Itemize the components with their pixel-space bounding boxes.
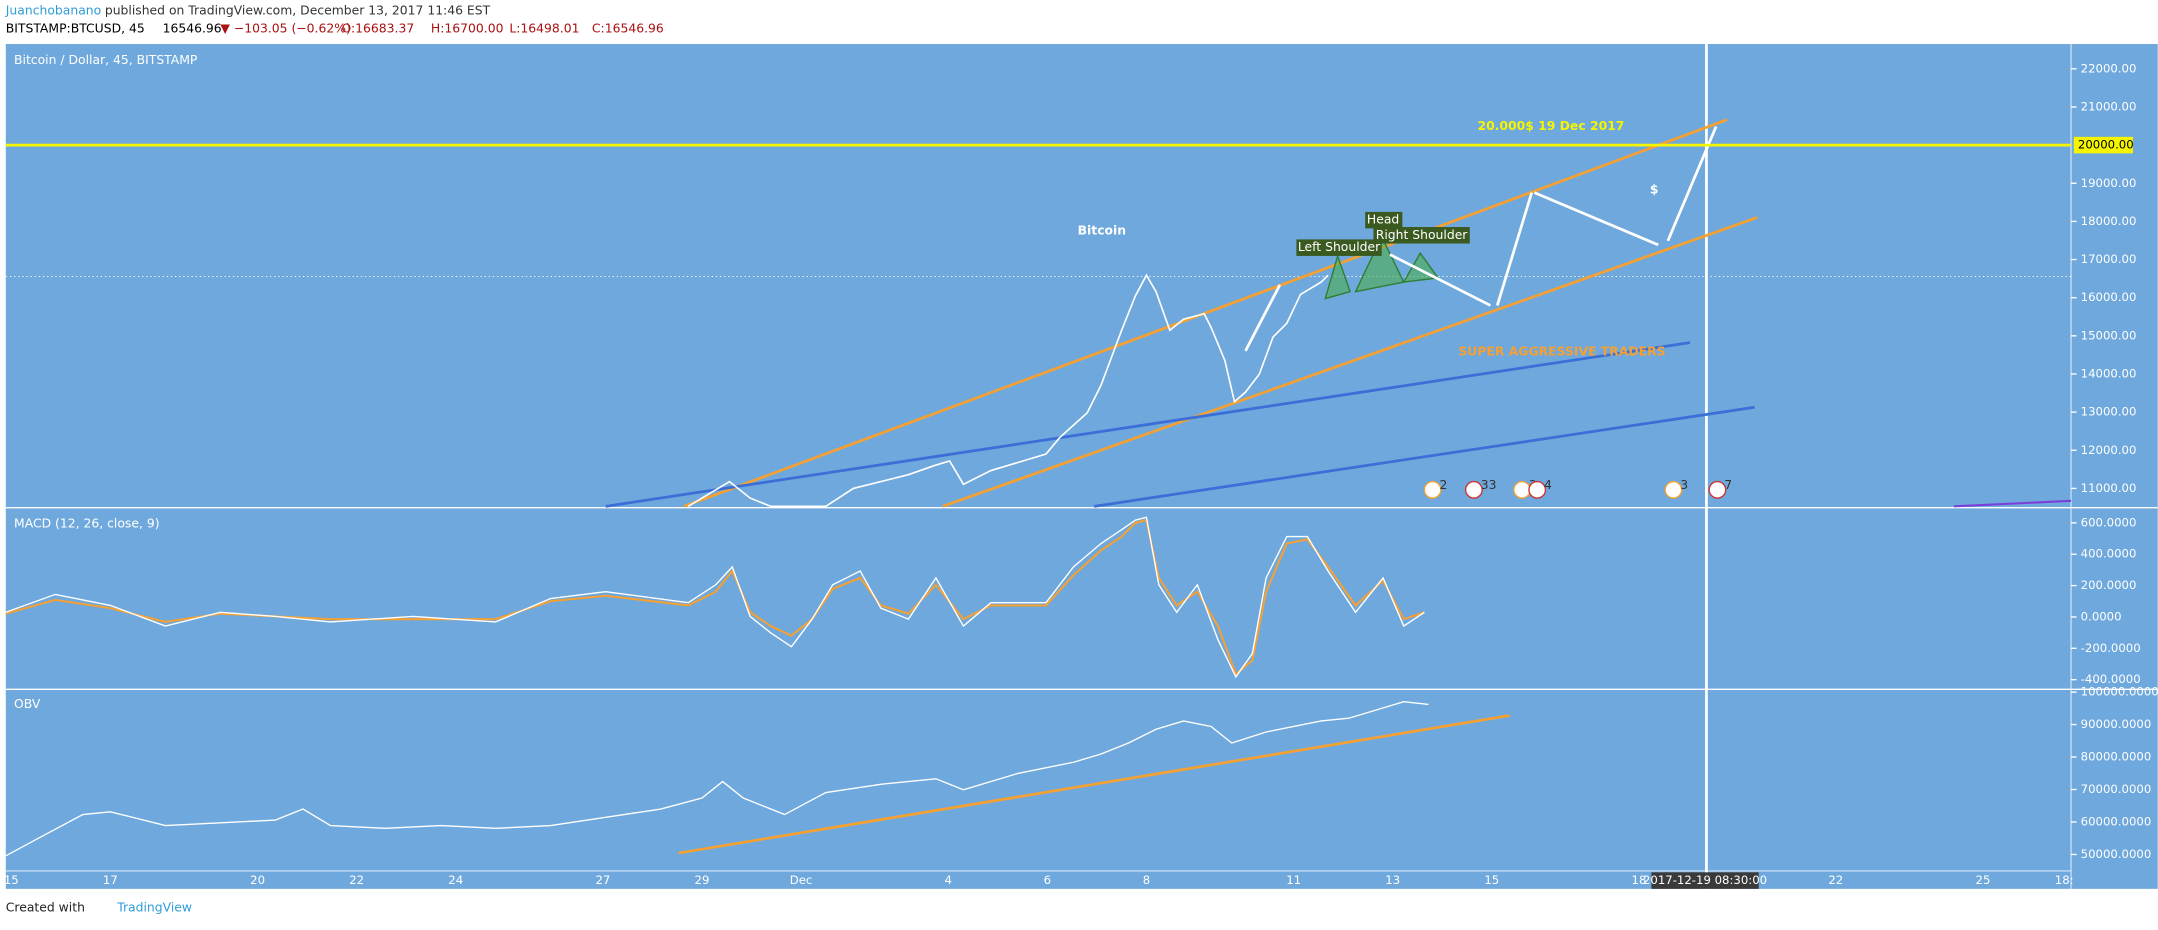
macd-signal bbox=[5, 518, 1425, 676]
symbol: BITSTAMP:BTCUSD, 45 bbox=[6, 21, 145, 35]
label-box bbox=[1296, 239, 1382, 256]
y-tick-label: 19000.00 bbox=[2081, 176, 2137, 190]
level-label: 20000.00 bbox=[2078, 138, 2134, 152]
x-tick-label: 25 bbox=[1976, 873, 1991, 887]
target-label: 20.000$ 19 Dec 2017 bbox=[1477, 119, 1624, 133]
macd-pane-title: MACD (12, 26, close, 9) bbox=[14, 517, 160, 531]
event-count: 33 bbox=[1481, 478, 1497, 492]
x-tick-label: 15 bbox=[1484, 873, 1499, 887]
dollar-sign: $ bbox=[1650, 182, 1659, 196]
last-price: 16546.96 bbox=[163, 21, 222, 35]
obv-trend-line bbox=[678, 714, 1510, 855]
pattern-head bbox=[1354, 235, 1405, 293]
event-badge bbox=[1423, 480, 1442, 499]
x-tick-label: 17 bbox=[103, 873, 118, 887]
y-tick-label: 12000.00 bbox=[2081, 443, 2137, 457]
trend-line bbox=[942, 216, 1758, 508]
x-tick-label: 11 bbox=[1286, 873, 1301, 887]
trend-line bbox=[1954, 499, 2072, 508]
arrow bbox=[1244, 284, 1282, 352]
x-tick-label: 6 bbox=[1044, 873, 1051, 887]
high: H:16700.00 bbox=[431, 21, 504, 35]
y-tick-label: 22000.00 bbox=[2081, 61, 2137, 75]
event-count: 2 bbox=[1439, 478, 1447, 492]
x-tick-label: 4 bbox=[945, 873, 952, 887]
panes bbox=[5, 44, 2158, 889]
head-label: Head bbox=[1367, 213, 1399, 227]
y-tick-label: 11000.00 bbox=[2081, 481, 2137, 495]
y-tick-label: 100000.0000 bbox=[2081, 685, 2158, 699]
arrow bbox=[1533, 191, 1659, 247]
traders-label: SUPER AGGRESSIVE TRADERS bbox=[1458, 345, 1665, 359]
x-tick-label: 13 bbox=[1385, 873, 1400, 887]
event-badge bbox=[1528, 480, 1547, 499]
arrow bbox=[1495, 192, 1533, 306]
change: ▼ −103.05 (−0.62%) bbox=[220, 21, 350, 35]
right-shoulder-label: Right Shoulder bbox=[1376, 228, 1469, 242]
y-tick-label: 14000.00 bbox=[2081, 366, 2137, 380]
x-tick-label: 8 bbox=[1143, 873, 1150, 887]
y-tick-label: 90000.0000 bbox=[2081, 717, 2152, 731]
published: published on TradingView.com, December 1… bbox=[105, 4, 491, 18]
y-tick-label: 0.0000 bbox=[2081, 609, 2122, 623]
x-tick-label: Dec bbox=[790, 873, 813, 887]
x-tick-label: 22 bbox=[1828, 873, 1843, 887]
event-badge bbox=[1708, 480, 1727, 499]
x-tick-label: 29 bbox=[695, 873, 710, 887]
x-tick-label: 15 bbox=[4, 873, 19, 887]
footer-created: Created with bbox=[6, 901, 85, 915]
open: O:16683.37 bbox=[342, 21, 415, 35]
label-box bbox=[1365, 211, 1403, 229]
y-tick-label: 50000.0000 bbox=[2081, 847, 2152, 861]
trend-line bbox=[683, 118, 1728, 508]
y-tick-label: 200.0000 bbox=[2081, 578, 2137, 592]
x-tick-label: 24 bbox=[448, 873, 463, 887]
trend-line bbox=[605, 341, 1691, 508]
label-box bbox=[1373, 227, 1470, 244]
event-count: 4 bbox=[1544, 478, 1552, 492]
y-tick-label: 16000.00 bbox=[2081, 290, 2137, 304]
price-pane-title: Bitcoin / Dollar, 45, BITSTAMP bbox=[14, 53, 198, 67]
low: L:16498.01 bbox=[509, 21, 579, 35]
event-count: 3 bbox=[1680, 478, 1688, 492]
y-tick-label: 13000.00 bbox=[2081, 405, 2137, 419]
event-badge bbox=[1664, 480, 1683, 499]
y-tick-label: 70000.0000 bbox=[2081, 782, 2152, 796]
y-tick-label: 21000.00 bbox=[2081, 99, 2137, 113]
y-tick-label: 60000.0000 bbox=[2081, 814, 2152, 828]
obv-pane-title: OBV bbox=[14, 697, 41, 711]
x-tick-label: 27 bbox=[595, 873, 610, 887]
y-tick-label: 400.0000 bbox=[2081, 547, 2137, 561]
y-tick-label: 18000.00 bbox=[2081, 214, 2137, 228]
arrow bbox=[1389, 253, 1492, 307]
y-tick-label: 80000.0000 bbox=[2081, 750, 2152, 764]
bitcoin-logo: Bitcoin bbox=[1078, 224, 1126, 238]
y-tick-label: 600.0000 bbox=[2081, 515, 2137, 529]
x-tick-label: 18: bbox=[2055, 873, 2074, 887]
author[interactable]: Juanchobanano bbox=[5, 4, 101, 18]
y-tick-label: 17000.00 bbox=[2081, 252, 2137, 266]
pattern-left-shoulder bbox=[1324, 253, 1351, 300]
date-label-box bbox=[1651, 872, 1759, 889]
x-tick-label: 22 bbox=[349, 873, 364, 887]
trend-line bbox=[1093, 405, 1755, 508]
y-tick-label: 15000.00 bbox=[2081, 328, 2137, 342]
event-count: 7 bbox=[1724, 478, 1732, 492]
price-series bbox=[687, 273, 1329, 508]
macd-line bbox=[5, 516, 1425, 679]
event-badge bbox=[1513, 480, 1531, 499]
y-tick-label: -200.0000 bbox=[2081, 641, 2141, 655]
obv-line bbox=[5, 701, 1429, 857]
close: C:16546.96 bbox=[592, 21, 664, 35]
x-tick-label: 2017-12-19 08:30:00 bbox=[1643, 873, 1767, 887]
left-shoulder-label: Left Shoulder bbox=[1298, 240, 1381, 254]
x-tick-label: 20 bbox=[250, 873, 265, 887]
level-label-box bbox=[2073, 136, 2133, 154]
y-tick-label: -400.0000 bbox=[2081, 672, 2141, 686]
footer-brand[interactable]: TradingView bbox=[116, 901, 192, 915]
event-badge bbox=[1464, 480, 1483, 499]
chart-area bbox=[5, 44, 2158, 889]
x-tick-label: 18 bbox=[1632, 873, 1647, 887]
